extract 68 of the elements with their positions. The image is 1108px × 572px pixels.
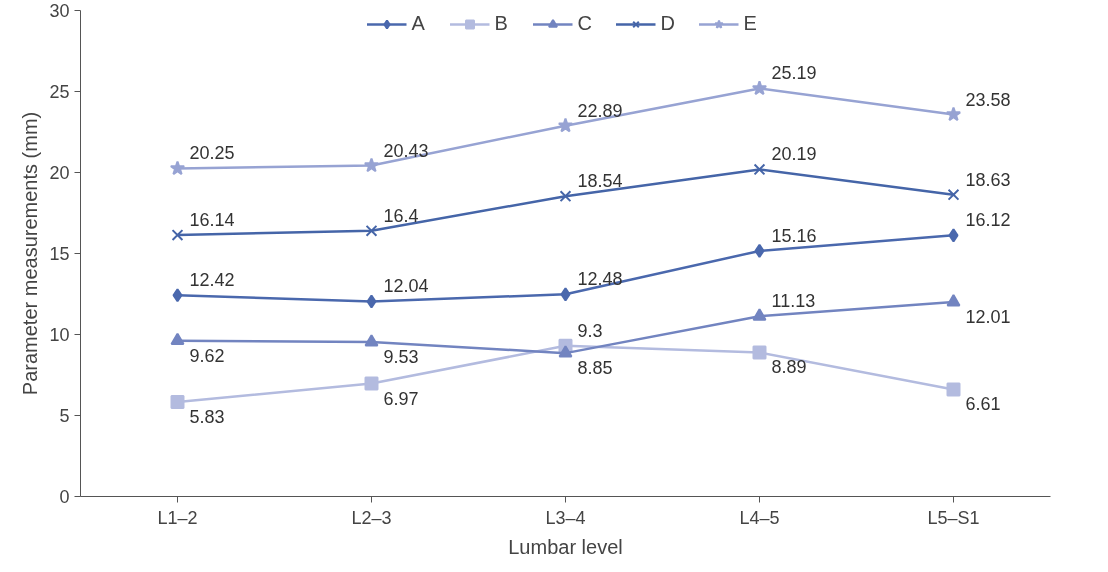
- legend-label: D: [660, 12, 676, 35]
- point: [366, 294, 377, 309]
- point: [172, 288, 183, 303]
- data-label: 16.14: [189, 210, 235, 231]
- point: [751, 80, 768, 96]
- point: [170, 332, 185, 346]
- y-axis-title: Parameter measurements (mm): [19, 111, 42, 396]
- data-label: 16.12: [965, 210, 1011, 231]
- x-tick-label: L3–4: [545, 507, 586, 528]
- data-label: 5.83: [189, 407, 225, 428]
- point: [364, 334, 379, 347]
- data-label: 18.54: [577, 171, 623, 192]
- data-label: 20.19: [771, 144, 817, 165]
- data-label: 6.61: [965, 394, 1001, 415]
- data-label: 9.62: [189, 345, 225, 366]
- point: [946, 294, 961, 307]
- y-tick-label: 15: [49, 244, 70, 264]
- data-label: 15.16: [771, 225, 817, 246]
- point: [364, 376, 379, 391]
- data-label: 18.63: [965, 169, 1011, 190]
- point: [560, 287, 571, 302]
- y-tick-label: 5: [59, 406, 70, 426]
- legend-label: A: [411, 12, 426, 35]
- point: [948, 228, 959, 243]
- legend-label: E: [743, 12, 758, 35]
- point: [947, 188, 960, 201]
- point: [945, 106, 962, 122]
- point: [752, 345, 767, 360]
- point: [946, 382, 961, 397]
- x-tick-label: L5–S1: [927, 507, 980, 528]
- x-axis-title: Lumbar level: [508, 535, 623, 558]
- data-label: 12.01: [965, 306, 1011, 327]
- data-label: 9.53: [383, 347, 419, 368]
- point: [170, 395, 185, 410]
- data-label: 22.89: [577, 100, 623, 121]
- legend-label: C: [577, 12, 593, 35]
- data-label: 20.43: [383, 140, 429, 161]
- y-tick-label: 0: [59, 487, 70, 507]
- point: [365, 224, 378, 237]
- point: [559, 190, 572, 203]
- y-tick-label: 25: [49, 82, 70, 102]
- data-label: 12.04: [383, 276, 429, 297]
- data-label: 8.89: [771, 357, 807, 378]
- x-tick-label: L4–5: [739, 507, 780, 528]
- data-label: 8.85: [577, 358, 613, 379]
- point: [558, 345, 573, 358]
- y-tick-label: 20: [49, 163, 70, 183]
- x-tick-label: L1–2: [157, 507, 198, 528]
- x-tick-label: L2–3: [351, 507, 392, 528]
- point: [171, 229, 184, 241]
- point: [363, 157, 380, 173]
- point: [169, 160, 186, 176]
- y-tick-label: 10: [49, 325, 70, 345]
- data-label: 12.48: [577, 269, 623, 290]
- point: [752, 308, 767, 321]
- data-label: 12.42: [189, 270, 235, 291]
- data-label: 20.25: [189, 143, 235, 164]
- data-label: 23.58: [965, 89, 1011, 110]
- data-label: 11.13: [771, 291, 816, 312]
- point: [557, 117, 574, 133]
- point: [754, 243, 765, 258]
- data-label: 6.97: [383, 388, 419, 409]
- legend-label: B: [494, 12, 509, 35]
- point: [753, 163, 766, 176]
- y-tick-label: 30: [49, 1, 70, 21]
- data-label: 16.4: [383, 205, 419, 226]
- data-label: 25.19: [771, 63, 817, 84]
- data-label: 9.3: [577, 320, 603, 341]
